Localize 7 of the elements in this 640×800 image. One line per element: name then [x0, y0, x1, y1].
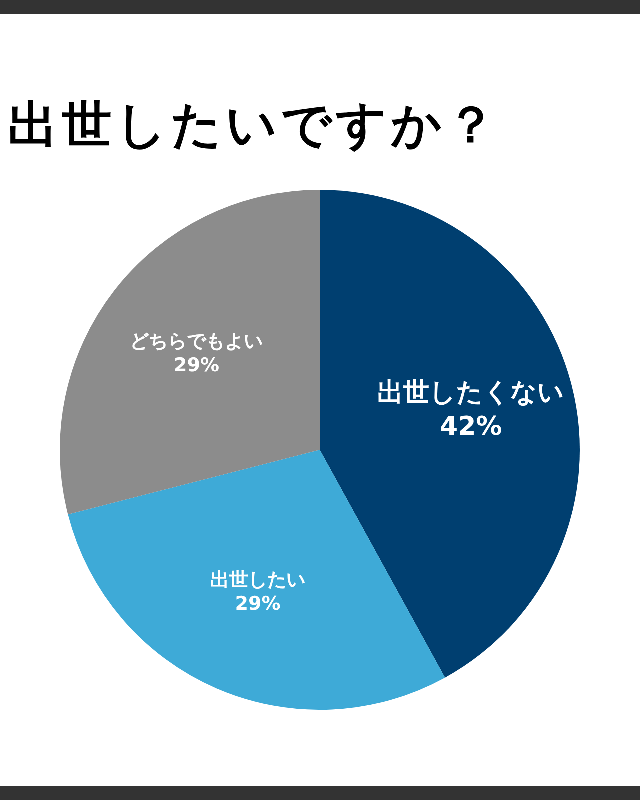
data-label: 42% [440, 412, 502, 442]
slice-label: 出世したくない [378, 378, 565, 408]
data-label: 29% [174, 354, 220, 376]
chart-title: 出世したいですか？ [8, 95, 500, 156]
slice-label: どちらでもよい [130, 330, 264, 352]
data-label: 29% [235, 593, 281, 616]
slice-label: 出世したい [210, 569, 306, 592]
